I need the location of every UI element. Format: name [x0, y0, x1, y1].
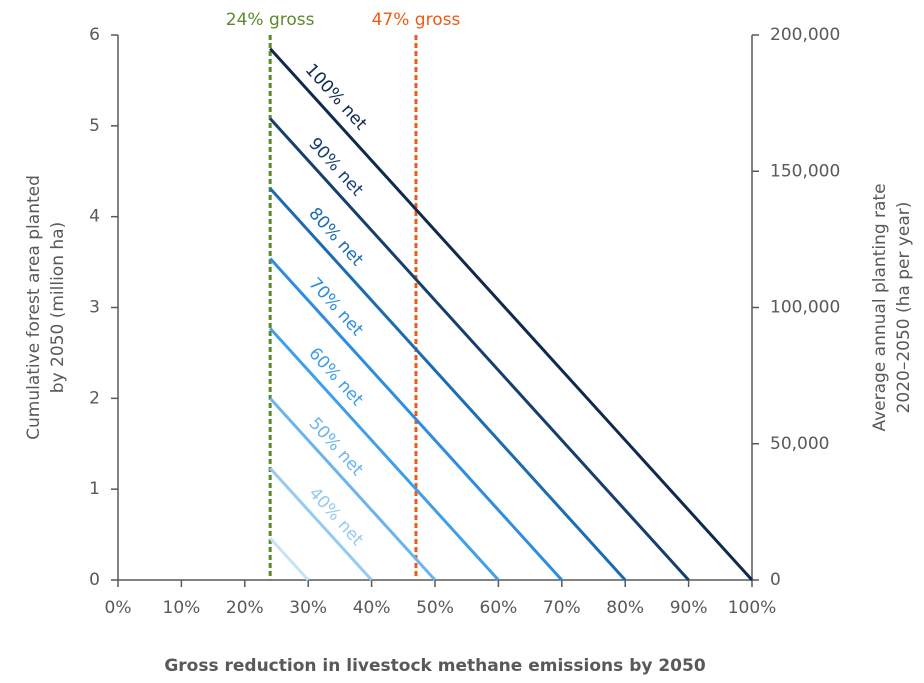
y2-tick-label: 50,000 [770, 434, 829, 454]
y-axis-title-line: by 2050 (million ha) [48, 222, 68, 393]
y-tick-label: 3 [89, 298, 100, 318]
y-tick-label: 0 [89, 570, 100, 590]
reference-label: 24% gross [226, 10, 315, 30]
x-tick-label: 100% [728, 598, 777, 618]
y2-tick-label: 200,000 [770, 25, 840, 45]
x-tick-label: 10% [163, 598, 201, 618]
x-tick-label: 0% [105, 598, 132, 618]
series-line [269, 187, 627, 582]
x-tick-label: 70% [543, 598, 581, 618]
y2-tick-label: 100,000 [770, 298, 840, 318]
y-axis-title-line: Cumulative forest area planted [24, 175, 44, 440]
series-line [269, 537, 310, 582]
x-tick-label: 30% [289, 598, 327, 618]
y-axis-title: Cumulative forest area planted by 2050 (m… [24, 175, 68, 440]
reference-label: 47% gross [372, 10, 461, 30]
series-line [269, 467, 373, 582]
series-line [269, 397, 437, 582]
y-tick-label: 5 [89, 116, 100, 136]
x-axis-title: Gross reduction in livestock methane emi… [164, 656, 706, 676]
y-tick-label: 2 [89, 388, 100, 408]
series-line [269, 117, 690, 582]
y2-tick-label: 150,000 [770, 161, 840, 181]
y2-tick-label: 0 [770, 570, 781, 590]
y-tick-label: 4 [89, 207, 100, 227]
x-tick-label: 20% [226, 598, 264, 618]
x-tick-label: 40% [353, 598, 391, 618]
x-tick-label: 60% [480, 598, 518, 618]
x-tick-label: 50% [416, 598, 454, 618]
y-tick-label: 6 [89, 25, 100, 45]
x-tick-label: 90% [670, 598, 708, 618]
y2-axis-title: Average annual planting rate 2020–2050 (h… [870, 183, 914, 431]
y-tick-label: 1 [89, 479, 100, 499]
y2-axis-title-line: Average annual planting rate [870, 183, 890, 431]
y2-axis-title-line: 2020–2050 (ha per year) [894, 202, 914, 414]
x-tick-label: 80% [606, 598, 644, 618]
series-line [269, 327, 500, 582]
series-line [269, 47, 754, 582]
series-line [269, 257, 563, 582]
